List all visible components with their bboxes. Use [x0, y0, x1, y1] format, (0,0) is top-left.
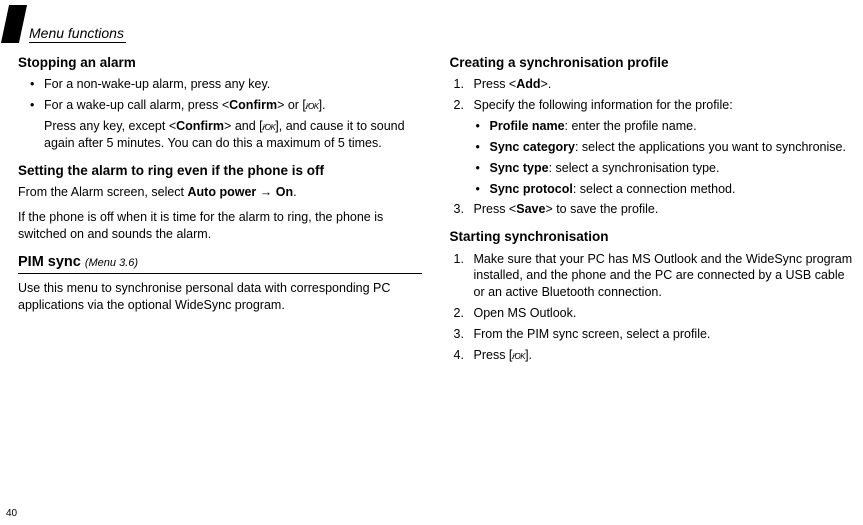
pim-header: PIM sync (Menu 3.6)	[18, 253, 422, 275]
num-label: 1.	[454, 251, 474, 302]
num-label: 2.	[454, 97, 474, 114]
pim-title: PIM sync	[18, 253, 81, 273]
num-text: Open MS Outlook.	[474, 305, 577, 322]
bullet-icon: •	[476, 160, 490, 177]
section-starting-sync: Starting synchronisation 1. Make sure th…	[450, 228, 854, 363]
bullet-text: For a wake-up call alarm, press <Confirm…	[44, 97, 326, 114]
header-title: Menu functions	[29, 25, 126, 43]
num-label: 3.	[454, 201, 474, 218]
numbered-item: 1. Press <Add>.	[450, 76, 854, 93]
ok-icon: i⁄OK	[263, 123, 276, 134]
num-text: Press <Save> to save the profile.	[474, 201, 659, 218]
bullet-text: For a non-wake-up alarm, press any key.	[44, 76, 270, 93]
numbered-item: 1. Make sure that your PC has MS Outlook…	[450, 251, 854, 302]
paragraph: If the phone is off when it is time for …	[18, 209, 422, 243]
section-pim-sync: PIM sync (Menu 3.6) Use this menu to syn…	[18, 253, 422, 314]
heading-creating: Creating a synchronisation profile	[450, 54, 854, 72]
numbered-item: 2. Open MS Outlook.	[450, 305, 854, 322]
num-label: 1.	[454, 76, 474, 93]
num-label: 3.	[454, 326, 474, 343]
section-creating-profile: Creating a synchronisation profile 1. Pr…	[450, 54, 854, 218]
sub-bullet-item: • Sync protocol: select a connection met…	[450, 181, 854, 198]
num-text: Make sure that your PC has MS Outlook an…	[474, 251, 854, 302]
section-stopping-alarm: Stopping an alarm • For a non-wake-up al…	[18, 54, 422, 152]
right-column: Creating a synchronisation profile 1. Pr…	[450, 54, 854, 374]
content-columns: Stopping an alarm • For a non-wake-up al…	[18, 54, 853, 374]
bullet-item: • For a wake-up call alarm, press <Confi…	[18, 97, 422, 114]
ok-icon: i⁄OK	[512, 352, 525, 363]
bullet-text: Sync category: select the applications y…	[490, 139, 846, 156]
heading-stopping: Stopping an alarm	[18, 54, 422, 72]
bullet-text: Profile name: enter the profile name.	[490, 118, 697, 135]
paragraph: Use this menu to synchronise personal da…	[18, 280, 422, 314]
section-setting-alarm: Setting the alarm to ring even if the ph…	[18, 162, 422, 243]
num-label: 4.	[454, 347, 474, 364]
paragraph: From the Alarm screen, select Auto power…	[18, 184, 422, 201]
num-label: 2.	[454, 305, 474, 322]
bullet-item: • For a non-wake-up alarm, press any key…	[18, 76, 422, 93]
indent-text: Press any key, except <Confirm> and [i⁄O…	[18, 118, 422, 152]
num-text: Specify the following information for th…	[474, 97, 733, 114]
heading-setting: Setting the alarm to ring even if the ph…	[18, 162, 422, 180]
numbered-item: 3. Press <Save> to save the profile.	[450, 201, 854, 218]
header-slash-icon	[1, 5, 27, 43]
bullet-icon: •	[30, 76, 44, 93]
heading-starting: Starting synchronisation	[450, 228, 854, 246]
numbered-item: 3. From the PIM sync screen, select a pr…	[450, 326, 854, 343]
numbered-item: 2. Specify the following information for…	[450, 97, 854, 114]
page-number: 40	[6, 508, 17, 519]
num-text: Press [i⁄OK].	[474, 347, 533, 364]
bullet-text: Sync protocol: select a connection metho…	[490, 181, 736, 198]
left-column: Stopping an alarm • For a non-wake-up al…	[18, 54, 422, 374]
bullet-icon: •	[30, 97, 44, 114]
page-header: Menu functions	[5, 5, 126, 43]
bullet-icon: •	[476, 181, 490, 198]
bullet-icon: •	[476, 118, 490, 135]
sub-bullet-item: • Profile name: enter the profile name.	[450, 118, 854, 135]
num-text: From the PIM sync screen, select a profi…	[474, 326, 711, 343]
numbered-item: 4. Press [i⁄OK].	[450, 347, 854, 364]
sub-bullet-item: • Sync type: select a synchronisation ty…	[450, 160, 854, 177]
bullet-icon: •	[476, 139, 490, 156]
sub-bullet-item: • Sync category: select the applications…	[450, 139, 854, 156]
ok-icon: i⁄OK	[306, 102, 319, 113]
num-text: Press <Add>.	[474, 76, 552, 93]
bullet-text: Sync type: select a synchronisation type…	[490, 160, 720, 177]
pim-menu-ref: (Menu 3.6)	[85, 256, 138, 271]
